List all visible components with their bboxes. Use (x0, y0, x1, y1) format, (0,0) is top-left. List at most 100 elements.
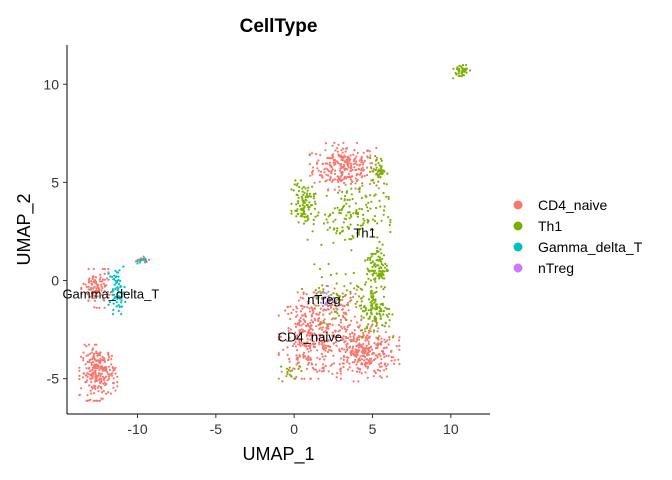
point-cd4-naive (105, 366, 108, 369)
point-cd4-naive (321, 176, 324, 179)
point-th1 (464, 69, 467, 72)
point-ntreg (328, 300, 331, 303)
axes: -10 -5 0 5 10 -5 0 5 10 (43, 45, 490, 437)
point-th1 (333, 310, 336, 313)
point-cd4-naive (323, 344, 326, 347)
point-cd4-naive (100, 289, 103, 292)
point-th1 (370, 167, 373, 170)
point-cd4-naive (308, 153, 311, 156)
point-th1 (360, 208, 364, 211)
point-th1 (362, 295, 365, 298)
point-cd4-naive (326, 340, 329, 343)
point-cd4-naive (351, 349, 354, 353)
point-cd4-naive (331, 334, 334, 337)
point-th1 (341, 295, 345, 298)
point-cd4-naive (85, 286, 88, 289)
point-th1 (295, 215, 298, 218)
point-cd4-naive (334, 340, 337, 344)
point-cd4-naive (100, 283, 103, 286)
point-cd4-naive (107, 359, 110, 362)
point-cd4-naive (353, 159, 356, 163)
point-cd4-naive (303, 330, 307, 333)
point-cd4-naive (84, 374, 87, 377)
point-cd4-naive (359, 343, 362, 347)
point-cd4-naive (311, 328, 314, 331)
point-cd4-naive (382, 369, 386, 372)
point-cd4-naive (390, 350, 393, 353)
point-gamma-delta-t (112, 308, 115, 311)
point-ntreg (324, 302, 327, 305)
point-cd4-naive (92, 297, 95, 300)
point-cd4-naive (336, 372, 339, 375)
point-cd4-naive (324, 346, 328, 349)
point-th1 (378, 164, 381, 167)
point-th1 (297, 221, 300, 224)
point-th1 (379, 256, 382, 259)
point-cd4-naive (368, 350, 371, 353)
point-cd4-naive (372, 330, 375, 334)
point-cd4-naive (99, 362, 102, 365)
point-th1 (374, 155, 377, 158)
point-gamma-delta-t (117, 309, 120, 313)
point-th1 (339, 231, 342, 234)
point-cd4-naive (329, 175, 332, 178)
point-cd4-naive (96, 367, 99, 370)
point-th1 (459, 65, 462, 68)
point-cd4-naive (329, 345, 332, 348)
point-cd4-naive (96, 399, 99, 402)
point-cd4-naive (90, 363, 93, 366)
point-th1 (310, 204, 314, 207)
point-th1 (385, 313, 388, 317)
point-cd4-naive (367, 342, 370, 346)
point-th1 (367, 277, 370, 280)
point-cd4-naive (92, 361, 95, 364)
point-cd4-naive (323, 171, 326, 174)
point-cd4-naive (102, 282, 105, 285)
point-cd4-naive (91, 283, 94, 286)
point-cd4-naive (340, 347, 344, 350)
point-th1 (363, 219, 366, 222)
point-th1 (384, 321, 387, 324)
point-th1 (382, 191, 385, 195)
point-th1 (364, 307, 368, 310)
point-th1 (379, 175, 382, 178)
point-cd4-naive (109, 392, 113, 395)
point-ntreg (314, 295, 317, 298)
point-cd4-naive (311, 173, 314, 176)
point-ntreg (327, 290, 330, 293)
point-cd4-naive (368, 346, 371, 350)
point-cd4-naive (108, 355, 111, 358)
point-cd4-naive (351, 180, 354, 183)
point-cd4-naive (296, 307, 299, 310)
point-cd4-naive (334, 329, 337, 332)
point-cd4-naive (296, 334, 299, 337)
point-cd4-naive (347, 309, 350, 312)
point-th1 (342, 221, 345, 224)
point-cd4-naive (313, 181, 316, 184)
point-th1 (295, 209, 298, 213)
point-cd4-naive (98, 368, 101, 371)
point-cd4-naive (360, 319, 363, 322)
point-cd4-naive (302, 322, 305, 325)
point-cd4-naive (317, 317, 320, 320)
point-th1 (299, 208, 302, 211)
point-th1 (388, 312, 391, 315)
point-cd4-naive (385, 354, 388, 357)
point-cd4-naive (356, 366, 359, 370)
point-th1 (301, 204, 304, 207)
point-cd4-naive (341, 292, 344, 295)
point-cd4-naive (333, 287, 336, 290)
point-cd4-naive (323, 318, 326, 321)
point-cd4-naive (337, 143, 340, 146)
point-cd4-naive (323, 168, 326, 171)
point-cd4-naive (321, 343, 324, 346)
point-cd4-naive (346, 361, 349, 364)
point-th1 (374, 193, 377, 196)
point-cd4-naive (89, 398, 92, 401)
point-cd4-naive (289, 328, 293, 331)
point-th1 (312, 223, 315, 226)
point-th1 (290, 209, 293, 213)
point-th1 (359, 224, 362, 227)
point-th1 (312, 218, 315, 221)
point-cd4-naive (355, 306, 358, 309)
